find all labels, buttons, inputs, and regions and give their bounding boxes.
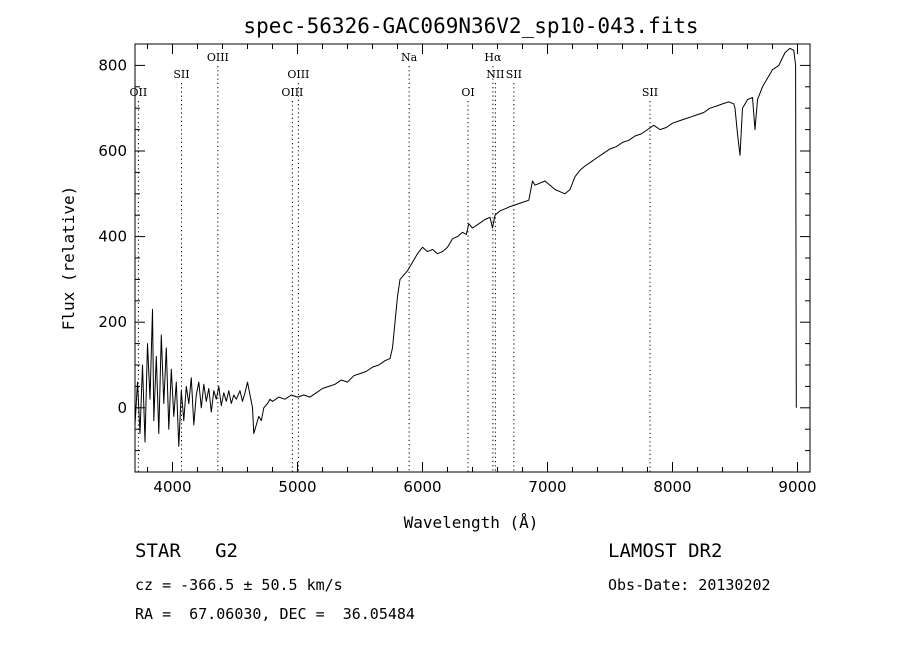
obs-date-label: Obs-Date: 20130202	[608, 576, 771, 594]
y-axis-label: Flux (relative)	[59, 186, 78, 331]
chart-title: spec-56326-GAC069N36V2_sp10-043.fits	[243, 14, 698, 38]
y-tick-label-400: 400	[98, 228, 127, 246]
y-tick-label-200: 200	[98, 313, 127, 331]
line-marker-label-2: OIII	[207, 51, 229, 64]
line-marker-label-8: NII	[486, 68, 504, 81]
plot-frame	[134, 43, 811, 473]
redshift-label: cz = -366.5 ± 50.5 km/s	[135, 576, 343, 594]
line-marker-label-6: OI	[461, 86, 474, 99]
x-tick-label-7000: 7000	[528, 478, 566, 496]
x-tick-label-8000: 8000	[653, 478, 691, 496]
x-tick-label-9000: 9000	[778, 478, 816, 496]
coordinates-label: RA = 67.06030, DEC = 36.05484	[135, 605, 415, 623]
line-marker-label-1: SII	[173, 68, 189, 81]
line-marker-label-5: Na	[401, 51, 418, 64]
y-tick-label-800: 800	[98, 56, 127, 74]
line-marker-label-4: OIII	[287, 68, 309, 81]
x-tick-label-6000: 6000	[403, 478, 441, 496]
line-marker-label-3: OIII	[281, 86, 303, 99]
line-marker-label-10: SII	[642, 86, 658, 99]
class-label: STAR G2	[135, 540, 238, 562]
x-tick-label-5000: 5000	[278, 478, 316, 496]
y-tick-label-600: 600	[98, 142, 127, 160]
x-tick-label-4000: 4000	[153, 478, 191, 496]
survey-label: LAMOST DR2	[608, 540, 723, 562]
spectrum-series-0	[134, 47, 797, 447]
line-marker-label-9: SII	[506, 68, 522, 81]
line-marker-label-0: OII	[130, 86, 148, 99]
x-axis-label: Wavelength (Å)	[404, 513, 539, 532]
y-tick-label-0: 0	[117, 399, 127, 417]
line-marker-label-7: Hα	[484, 51, 502, 64]
